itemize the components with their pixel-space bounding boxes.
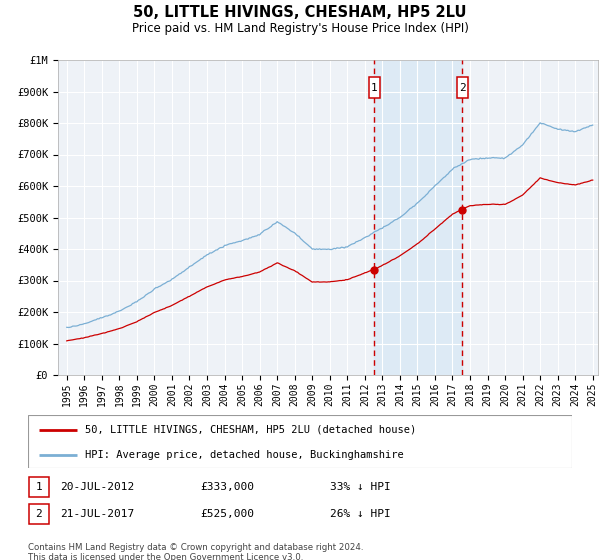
Text: 2: 2: [35, 509, 43, 519]
Text: £525,000: £525,000: [200, 509, 254, 519]
Text: 33% ↓ HPI: 33% ↓ HPI: [330, 482, 391, 492]
FancyBboxPatch shape: [457, 77, 468, 98]
Text: 50, LITTLE HIVINGS, CHESHAM, HP5 2LU: 50, LITTLE HIVINGS, CHESHAM, HP5 2LU: [133, 5, 467, 20]
Bar: [374, 60, 462, 375]
Text: 26% ↓ HPI: 26% ↓ HPI: [330, 509, 391, 519]
Bar: [29, 505, 49, 524]
Text: 50, LITTLE HIVINGS, CHESHAM, HP5 2LU (detached house): 50, LITTLE HIVINGS, CHESHAM, HP5 2LU (de…: [85, 425, 416, 435]
Text: 20-JUL-2012: 20-JUL-2012: [60, 482, 134, 492]
Text: £333,000: £333,000: [200, 482, 254, 492]
Text: 21-JUL-2017: 21-JUL-2017: [60, 509, 134, 519]
Text: 1: 1: [371, 82, 378, 92]
Text: Price paid vs. HM Land Registry's House Price Index (HPI): Price paid vs. HM Land Registry's House …: [131, 22, 469, 35]
Text: Contains HM Land Registry data © Crown copyright and database right 2024.
This d: Contains HM Land Registry data © Crown c…: [28, 543, 364, 560]
Text: HPI: Average price, detached house, Buckinghamshire: HPI: Average price, detached house, Buck…: [85, 450, 404, 460]
Text: 2: 2: [459, 82, 466, 92]
Bar: [29, 477, 49, 497]
Text: 1: 1: [35, 482, 43, 492]
FancyBboxPatch shape: [369, 77, 380, 98]
